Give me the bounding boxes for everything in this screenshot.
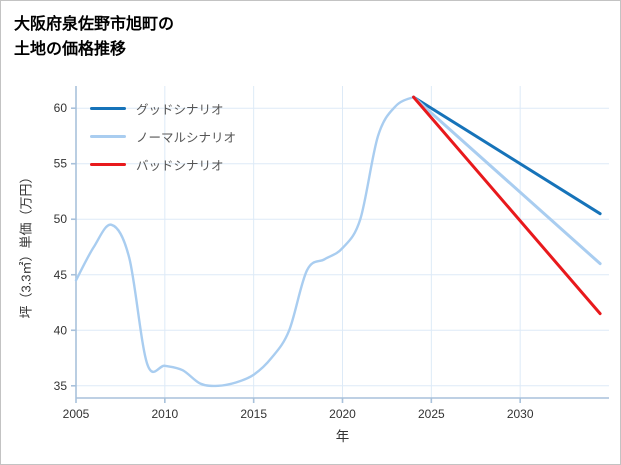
series-line-historical-price (74, 95, 415, 388)
x-tick-label: 2005 (63, 407, 90, 421)
x-tick-label: 2020 (329, 407, 356, 421)
legend-item-bad-scenario: バッドシナリオ (90, 150, 236, 178)
x-tick-label: 2025 (418, 407, 445, 421)
y-tick-label: 35 (54, 379, 68, 393)
series-line-bad-scenario (412, 95, 602, 316)
legend-item-normal-scenario: ノーマルシナリオ (90, 122, 236, 150)
y-axis-label: 坪（3.3㎡）単価（万円） (18, 170, 34, 319)
chart-title-line2: 土地の価格推移 (14, 40, 127, 58)
legend-line-swatch (90, 134, 126, 138)
chart-title-line1: 大阪府泉佐野市旭町の (14, 16, 175, 33)
chart-title: 大阪府泉佐野市旭町の 土地の価格推移 (14, 13, 174, 63)
y-tick-label: 45 (54, 268, 68, 282)
series-line-good-scenario (412, 95, 602, 216)
x-tick-label: 2030 (507, 407, 534, 421)
y-tick-label: 60 (54, 101, 68, 115)
legend-label: バッドシナリオ (136, 158, 224, 173)
legend-label: グッドシナリオ (136, 102, 224, 117)
chart-legend: グッドシナリオ ノーマルシナリオ バッドシナリオ (90, 94, 236, 178)
y-tick-label: 50 (54, 212, 68, 226)
legend-item-good-scenario: グッドシナリオ (90, 94, 236, 122)
legend-label: ノーマルシナリオ (136, 130, 237, 145)
x-tick-label: 2015 (240, 407, 267, 421)
x-tick-label: 2010 (151, 407, 178, 421)
legend-line-swatch (90, 106, 126, 110)
legend-line-swatch (90, 162, 126, 166)
x-axis-label: 年 (335, 429, 350, 444)
series-line-normal-scenario (412, 95, 602, 266)
y-tick-label: 55 (54, 157, 68, 171)
y-tick-label: 40 (54, 323, 68, 337)
